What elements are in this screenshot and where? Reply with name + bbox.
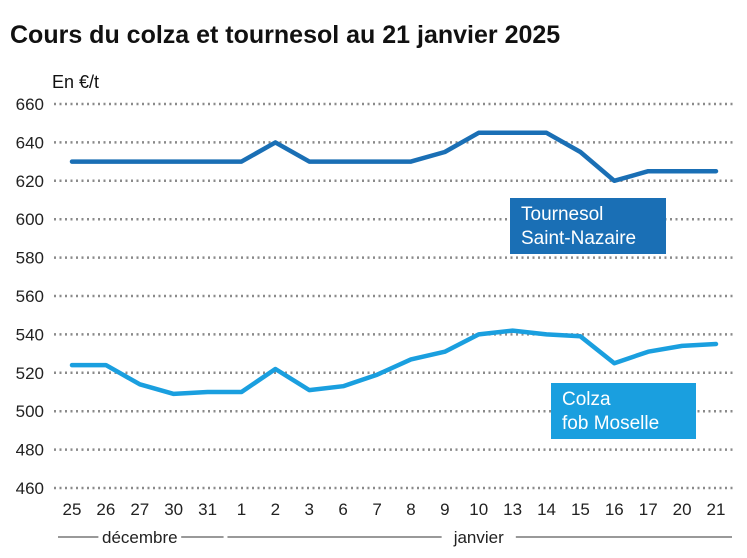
x-tick-label: 25: [63, 500, 82, 519]
y-unit-label: En €/t: [52, 72, 99, 92]
month-labels: décembre janvier: [58, 528, 732, 547]
y-tick-label: 640: [16, 133, 44, 152]
chart-title: Cours du colza et tournesol au 21 janvie…: [10, 21, 560, 49]
x-tick-label: 6: [338, 500, 347, 519]
y-tick-label: 580: [16, 249, 44, 268]
series-label-box: [551, 383, 696, 439]
y-tick-label: 560: [16, 287, 44, 306]
y-tick-label: 600: [16, 210, 44, 229]
month-label: janvier: [453, 528, 504, 547]
x-tick-label: 26: [96, 500, 115, 519]
x-tick-label: 9: [440, 500, 449, 519]
x-tick-label: 30: [164, 500, 183, 519]
series-labels: Tournesol Saint-Nazaire Colza fob Moselle: [510, 198, 696, 439]
x-tick-label: 31: [198, 500, 217, 519]
x-tick-label: 16: [605, 500, 624, 519]
y-tick-labels: 460 480 500 520 540 560 580 600 620 640 660: [16, 95, 44, 498]
x-tick-label: 21: [707, 500, 726, 519]
month-label: décembre: [102, 528, 178, 547]
y-tick-label: 540: [16, 325, 44, 344]
y-tick-label: 480: [16, 441, 44, 460]
x-tick-label: 20: [673, 500, 692, 519]
y-tick-label: 460: [16, 479, 44, 498]
x-tick-label: 27: [130, 500, 149, 519]
series-label-text: Tournesol: [521, 204, 603, 225]
x-tick-label: 7: [372, 500, 381, 519]
x-tick-label: 13: [503, 500, 522, 519]
y-tick-label: 500: [16, 402, 44, 421]
x-tick-label: 1: [237, 500, 246, 519]
series-lines: [69, 130, 719, 397]
y-tick-label: 520: [16, 364, 44, 383]
y-tick-label: 660: [16, 95, 44, 114]
x-tick-label: 3: [305, 500, 314, 519]
series-label-text: Saint-Nazaire: [521, 228, 636, 249]
x-tick-labels: 25 26 27 30 31 1 2 3 6 7 8 9 10 13 14 15 16 17 20 21: [63, 500, 726, 519]
series-label-text: fob Moselle: [562, 413, 659, 434]
x-tick-label: 14: [537, 500, 556, 519]
x-tick-label: 15: [571, 500, 590, 519]
x-tick-label: 17: [639, 500, 658, 519]
x-tick-label: 2: [271, 500, 280, 519]
series-line-0: [69, 130, 719, 184]
series-line-1: [69, 328, 719, 397]
series-label-text: Colza: [562, 389, 611, 410]
series-label-box: [510, 198, 666, 254]
x-tick-label: 10: [469, 500, 488, 519]
y-tick-label: 620: [16, 172, 44, 191]
x-tick-label: 8: [406, 500, 415, 519]
